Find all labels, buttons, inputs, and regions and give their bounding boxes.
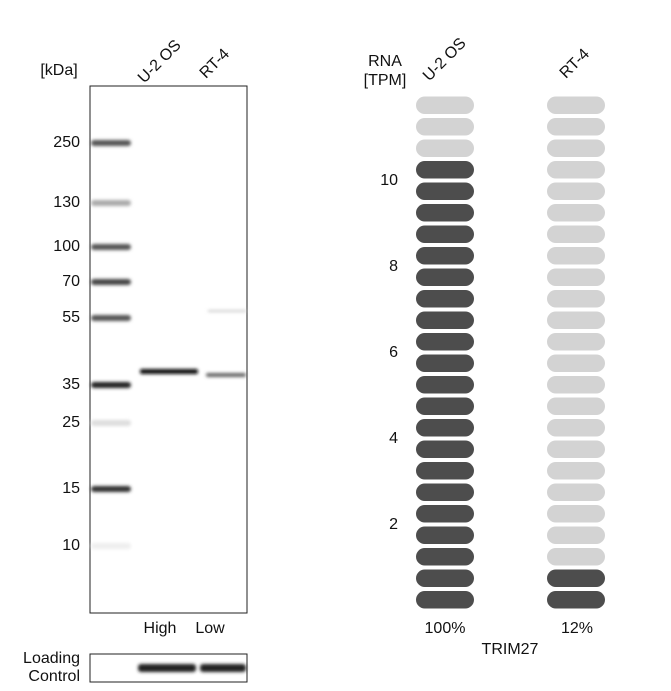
lane-level: High [144, 620, 177, 637]
pill-filled [416, 333, 474, 351]
y-tick-label: 10 [380, 172, 398, 189]
pill-filled [416, 462, 474, 480]
pill-filled [416, 419, 474, 437]
pill-empty [416, 118, 474, 136]
pill-filled [416, 354, 474, 372]
loading-label: Control [28, 668, 80, 685]
pill-empty [547, 440, 605, 458]
pill-empty [547, 548, 605, 566]
pill-empty [547, 161, 605, 179]
y-tick-label: 8 [389, 258, 398, 275]
y-tick-label: 6 [389, 344, 398, 361]
lane-label: RT-4 [197, 46, 233, 82]
pill-filled [416, 247, 474, 265]
ladder-band [91, 382, 131, 388]
loading-band [138, 664, 196, 672]
pill-filled [547, 569, 605, 587]
lane-level: Low [195, 620, 225, 637]
ladder-band [91, 140, 131, 146]
marker-label: 25 [62, 414, 80, 431]
sample-band [140, 369, 198, 374]
pill-empty [547, 483, 605, 501]
pill-empty [547, 376, 605, 394]
rna-title: RNA [368, 53, 402, 70]
lane-label: U-2 OS [135, 37, 185, 87]
kda-label: [kDa] [40, 62, 77, 79]
percent-label: 100% [425, 620, 466, 637]
pill-filled [416, 548, 474, 566]
pill-empty [547, 526, 605, 544]
pill-filled [416, 182, 474, 200]
pill-empty [547, 397, 605, 415]
pill-empty [547, 182, 605, 200]
ladder-band [91, 420, 131, 426]
pill-empty [547, 462, 605, 480]
pill-filled [416, 225, 474, 243]
ladder-band [91, 244, 131, 250]
pill-filled [416, 311, 474, 329]
pill-empty [547, 96, 605, 114]
marker-label: 70 [62, 273, 80, 290]
ladder-band [91, 200, 131, 206]
pill-filled [416, 591, 474, 609]
gene-label: TRIM27 [482, 641, 539, 658]
ladder-band [91, 315, 131, 321]
pill-filled [416, 290, 474, 308]
pill-filled [416, 397, 474, 415]
rna-title: [TPM] [364, 72, 407, 89]
pill-empty [547, 354, 605, 372]
ladder-band [91, 279, 131, 285]
pill-empty [547, 419, 605, 437]
sample-label: U-2 OS [420, 35, 470, 85]
marker-label: 100 [53, 238, 80, 255]
pill-filled [416, 204, 474, 222]
sample-band [206, 373, 246, 377]
blot [91, 140, 131, 549]
pill-filled [416, 161, 474, 179]
marker-label: 55 [62, 309, 80, 326]
pill-empty [547, 225, 605, 243]
pill-filled [416, 483, 474, 501]
y-tick-label: 4 [389, 430, 398, 447]
loading-label: Loading [23, 650, 80, 667]
pill-filled [416, 376, 474, 394]
sample-label: RT-4 [557, 46, 593, 82]
pill-empty [547, 139, 605, 157]
percent-label: 12% [561, 620, 593, 637]
pill-filled [416, 268, 474, 286]
pill-empty [547, 204, 605, 222]
pill-empty [547, 268, 605, 286]
marker-label: 10 [62, 537, 80, 554]
sample-band [208, 310, 246, 312]
pill-empty [547, 505, 605, 523]
pill-filled [547, 591, 605, 609]
pill-filled [416, 569, 474, 587]
pill-filled [416, 526, 474, 544]
marker-label: 130 [53, 194, 80, 211]
loading-band [200, 664, 246, 672]
pill-filled [416, 440, 474, 458]
pill-empty [547, 333, 605, 351]
marker-label: 35 [62, 376, 80, 393]
marker-label: 250 [53, 134, 80, 151]
pill-empty [547, 118, 605, 136]
pill-empty [547, 290, 605, 308]
pill-empty [416, 139, 474, 157]
pill-empty [416, 96, 474, 114]
pill-filled [416, 505, 474, 523]
ladder-band [91, 543, 131, 549]
pill-empty [547, 247, 605, 265]
y-tick-label: 2 [389, 516, 398, 533]
blot-frame [89, 85, 248, 614]
pill-empty [547, 311, 605, 329]
marker-label: 15 [62, 480, 80, 497]
ladder-band [91, 486, 131, 492]
